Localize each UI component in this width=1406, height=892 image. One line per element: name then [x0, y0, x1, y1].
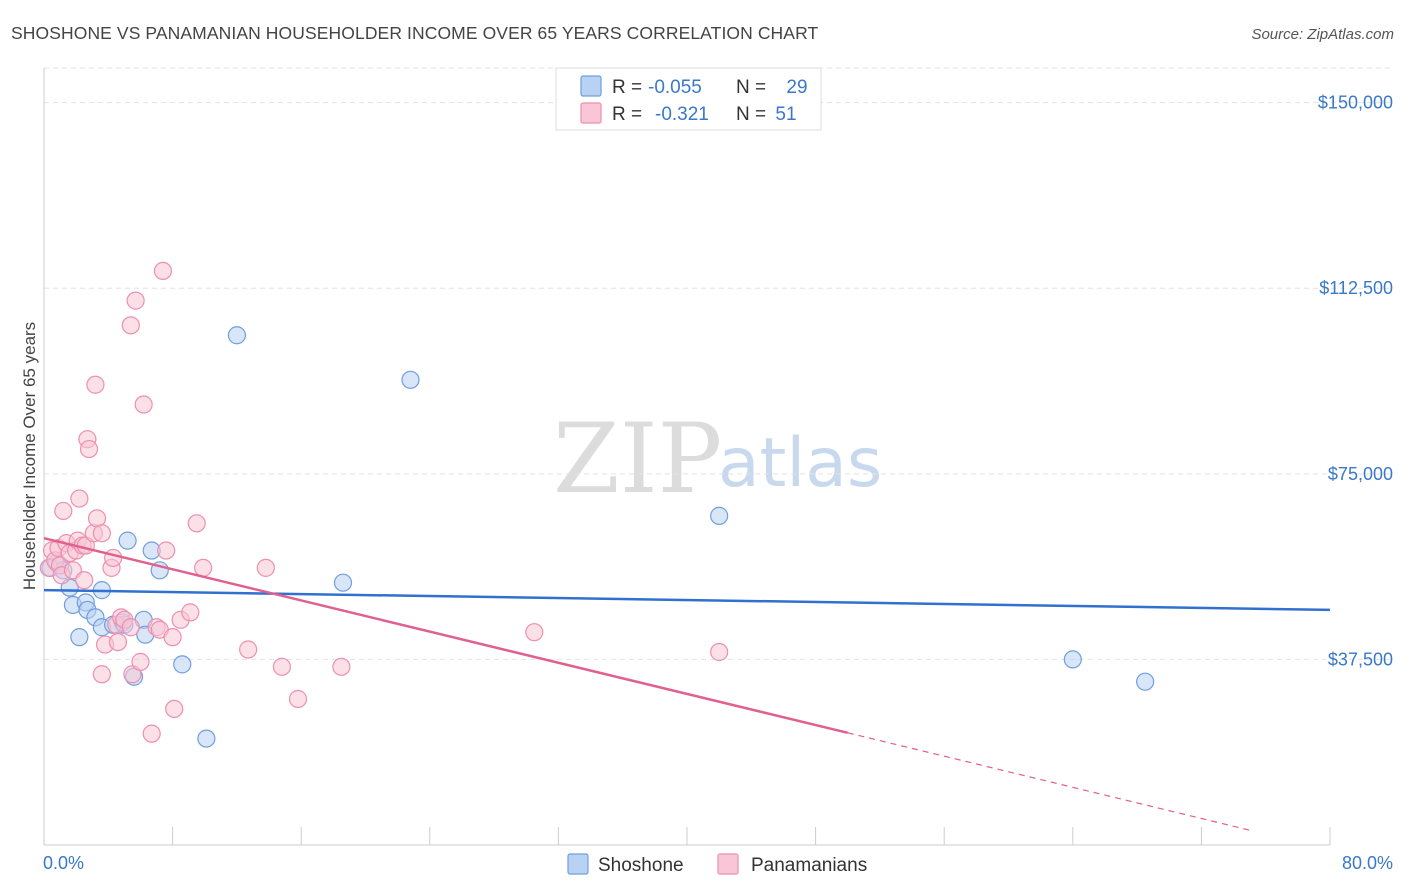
point-panamanians-51: [710, 642, 729, 662]
point-shoshone-6: [70, 628, 89, 647]
trend-line-extension-panamanians: [847, 732, 1250, 831]
legend-r-value-panamanians: -0.321: [655, 104, 709, 125]
scatter-points: [39, 261, 1155, 748]
watermark-zip: ZIP: [553, 403, 722, 515]
trend-line-shoshone: [43, 588, 1331, 612]
point-panamanians-48: [288, 689, 308, 709]
zipatlas-watermark: ZIP atlas: [553, 403, 882, 515]
point-panamanians-12: [70, 489, 89, 508]
point-panamanians-27: [108, 632, 128, 652]
series-legend-label-shoshone: Shoshone: [598, 855, 684, 876]
legend-swatch-shoshone: [580, 75, 602, 97]
point-shoshone-20: [173, 655, 192, 674]
trend-line-panamanians: [43, 536, 849, 735]
legend-n-label-panamanians: N =: [736, 104, 766, 125]
legend-r-value-shoshone: -0.055: [648, 77, 702, 98]
legend-n-value-panamanians: 51: [775, 104, 796, 125]
point-panamanians-21: [92, 524, 111, 543]
y-tick-label-0: $150,000: [1318, 93, 1393, 113]
point-panamanians-31: [121, 618, 140, 637]
legend-r-label-panamanians: R =: [612, 104, 642, 125]
gridlines: [44, 67, 1394, 660]
legend-swatch-panamanians: [580, 102, 602, 124]
chart-source: Source: ZipAtlas.com: [1251, 26, 1394, 43]
point-panamanians-14: [75, 571, 94, 590]
point-shoshone-21: [197, 729, 216, 748]
point-panamanians-19: [86, 375, 105, 394]
point-shoshone-24: [401, 370, 420, 389]
point-shoshone-14: [118, 531, 137, 550]
legend-n-value-shoshone: 29: [786, 77, 807, 98]
y-tick-label-3: $37,500: [1328, 649, 1393, 669]
point-panamanians-50: [525, 623, 544, 642]
chart-title: SHOSHONE VS PANAMANIAN HOUSEHOLDER INCOM…: [11, 23, 818, 43]
point-panamanians-45: [239, 640, 258, 659]
point-panamanians-33: [131, 652, 150, 671]
x-tick-label-min: 0.0%: [43, 853, 84, 873]
series-legend-swatch-panamanians: [717, 853, 739, 875]
point-panamanians-25: [104, 548, 123, 568]
point-shoshone-25: [710, 506, 729, 525]
legend-r-label-shoshone: R =: [612, 77, 642, 98]
point-panamanians-30: [126, 291, 145, 310]
legend-n-label-shoshone: N =: [736, 77, 766, 98]
watermark-atlas: atlas: [718, 424, 882, 503]
x-tick-label-max: 80.0%: [1342, 853, 1393, 873]
point-panamanians-22: [92, 665, 111, 684]
x-ticks: [43, 827, 1331, 845]
point-panamanians-43: [187, 514, 206, 533]
series-legend-swatch-shoshone: [567, 853, 589, 875]
series-legend-label-panamanians: Panamanians: [751, 855, 867, 876]
point-shoshone-27: [1136, 672, 1155, 691]
point-panamanians-38: [157, 541, 176, 560]
correlation-legend: R = -0.055 N = 29 R = -0.321 N = 51: [555, 67, 822, 131]
point-panamanians-35: [142, 724, 161, 743]
point-panamanians-42: [181, 603, 200, 622]
point-panamanians-6: [54, 501, 73, 521]
y-tick-label-2: $75,000: [1328, 464, 1393, 484]
point-panamanians-52: [153, 261, 173, 281]
point-shoshone-23: [333, 573, 353, 592]
point-panamanians-47: [272, 657, 292, 676]
point-panamanians-34: [134, 395, 153, 414]
y-tick-label-1: $112,500: [1319, 278, 1393, 298]
point-panamanians-44: [194, 558, 213, 577]
y-tick-labels: $150,000 $112,500 $75,000 $37,500: [1318, 93, 1393, 670]
trend-lines: [43, 536, 1331, 831]
y-axis-label: Householder Income Over 65 years: [20, 322, 39, 590]
point-shoshone-26: [1063, 650, 1082, 669]
point-panamanians-17: [79, 439, 99, 459]
point-panamanians-39: [163, 628, 182, 647]
point-shoshone-22: [227, 326, 246, 345]
point-panamanians-40: [165, 699, 184, 719]
point-panamanians-53: [121, 316, 140, 335]
point-panamanians-46: [256, 558, 275, 577]
point-panamanians-49: [332, 657, 351, 676]
series-legend: Shoshone Panamanians: [567, 853, 867, 876]
